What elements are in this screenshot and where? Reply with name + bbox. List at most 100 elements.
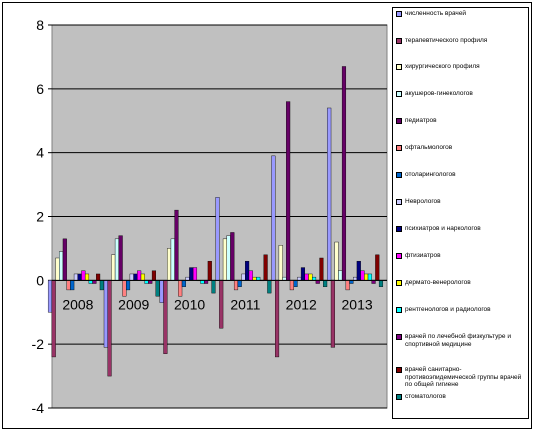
x-category-label: 2011 bbox=[230, 296, 260, 312]
bar bbox=[375, 254, 380, 281]
bar bbox=[230, 232, 235, 281]
bar bbox=[178, 280, 183, 297]
bar bbox=[226, 235, 231, 281]
bar bbox=[271, 155, 276, 281]
bar bbox=[181, 280, 186, 287]
legend-swatch bbox=[396, 334, 402, 340]
bar bbox=[241, 273, 246, 281]
legend-swatch bbox=[396, 91, 402, 97]
y-tick-label: 8 bbox=[36, 17, 44, 33]
bar bbox=[133, 273, 138, 281]
bar bbox=[103, 280, 108, 348]
bar bbox=[111, 254, 116, 281]
legend-label: офтальмологов bbox=[405, 144, 453, 151]
bar bbox=[267, 280, 272, 294]
legend-label: дермато-венерологов bbox=[405, 279, 471, 286]
bar bbox=[215, 197, 220, 281]
bar bbox=[286, 101, 291, 281]
y-tick-label: 0 bbox=[36, 272, 44, 288]
legend-swatch bbox=[396, 307, 402, 313]
legend-label: стоматологов bbox=[405, 393, 446, 400]
bar bbox=[275, 280, 280, 358]
bar bbox=[125, 280, 131, 291]
legend-swatch bbox=[396, 64, 402, 70]
bar bbox=[263, 254, 268, 281]
bar bbox=[137, 270, 142, 281]
legend-label: фтизиатров bbox=[405, 252, 441, 259]
bar bbox=[300, 267, 306, 281]
bar bbox=[84, 273, 90, 281]
x-category-label: 2008 bbox=[62, 296, 93, 312]
bar bbox=[96, 273, 101, 281]
legend-swatch bbox=[396, 367, 402, 373]
bar bbox=[308, 273, 313, 281]
legend-swatch bbox=[396, 38, 402, 44]
legend-swatch bbox=[396, 199, 402, 205]
legend-label: хирургического профиля bbox=[405, 63, 480, 70]
legend-label: психиатров и наркологов bbox=[405, 225, 481, 232]
bar bbox=[151, 270, 157, 281]
bar bbox=[59, 251, 64, 281]
legend-label: Неврологов bbox=[405, 198, 441, 205]
legend-label: рентгенологов и радиологов bbox=[405, 306, 491, 313]
bar bbox=[81, 270, 86, 281]
legend-swatch bbox=[396, 11, 402, 17]
x-category-label: 2009 bbox=[118, 296, 149, 312]
bar bbox=[334, 241, 339, 281]
bar bbox=[167, 248, 172, 281]
x-category-label: 2010 bbox=[174, 296, 205, 312]
legend: численность врачей терапевтического профи… bbox=[392, 7, 529, 419]
bar bbox=[319, 257, 324, 281]
bar bbox=[233, 280, 239, 291]
x-category-label: 2012 bbox=[286, 296, 317, 312]
legend-label: педиатров bbox=[405, 117, 437, 124]
legend-swatch bbox=[396, 253, 402, 259]
bar bbox=[163, 280, 168, 354]
bar bbox=[278, 245, 283, 281]
legend-label: отоларингологов bbox=[405, 171, 456, 178]
bar bbox=[122, 280, 127, 297]
bar bbox=[51, 280, 56, 358]
bar bbox=[248, 270, 253, 281]
x-category-label: 2013 bbox=[342, 296, 373, 312]
bar bbox=[159, 280, 164, 303]
bar bbox=[174, 209, 179, 281]
bar bbox=[211, 280, 216, 294]
bar bbox=[107, 280, 112, 377]
bar bbox=[99, 280, 104, 291]
bar bbox=[245, 260, 250, 281]
bar bbox=[293, 280, 298, 287]
legend-swatch bbox=[396, 145, 402, 151]
bar bbox=[323, 280, 328, 287]
y-tick-label: -4 bbox=[32, 400, 45, 416]
legend-label: численность врачей bbox=[405, 10, 467, 17]
bar bbox=[364, 273, 369, 281]
bar bbox=[327, 107, 332, 281]
y-tick-label: 6 bbox=[36, 81, 44, 97]
bar bbox=[219, 280, 224, 329]
bar bbox=[47, 280, 53, 313]
bar bbox=[140, 273, 145, 281]
y-tick-label: -2 bbox=[32, 336, 45, 352]
bar bbox=[155, 280, 160, 297]
bar bbox=[304, 273, 309, 281]
bar bbox=[345, 280, 350, 291]
bar bbox=[118, 235, 123, 281]
legend-label: терапевтического профиля bbox=[405, 37, 488, 44]
legend-label: врачей санитарно-противоэпидемической гр… bbox=[405, 366, 522, 388]
bar bbox=[192, 267, 198, 281]
bar bbox=[77, 273, 82, 281]
bar bbox=[114, 238, 119, 281]
legend-swatch bbox=[396, 172, 402, 178]
bar bbox=[330, 280, 335, 348]
bar bbox=[55, 257, 60, 281]
bar bbox=[341, 66, 347, 281]
bar bbox=[289, 280, 294, 291]
bar bbox=[170, 238, 175, 281]
bar bbox=[356, 260, 361, 281]
bar bbox=[129, 273, 134, 281]
bar bbox=[338, 270, 343, 281]
